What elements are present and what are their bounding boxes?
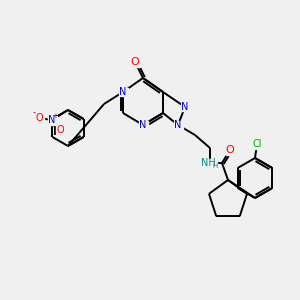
Text: O: O xyxy=(226,145,234,155)
Text: H: H xyxy=(212,163,217,169)
Text: N: N xyxy=(174,120,182,130)
Bar xyxy=(56,125,64,134)
Text: +: + xyxy=(52,113,58,119)
Bar xyxy=(251,140,263,148)
Text: O: O xyxy=(56,125,64,135)
Bar xyxy=(118,88,127,96)
Bar xyxy=(139,121,148,129)
Text: -: - xyxy=(32,109,35,118)
Text: O: O xyxy=(35,113,43,123)
Text: Cl: Cl xyxy=(252,139,262,149)
Text: N: N xyxy=(181,102,189,112)
Bar xyxy=(130,58,140,67)
Bar xyxy=(226,146,235,154)
Bar xyxy=(47,116,56,124)
Text: N: N xyxy=(48,115,56,125)
Bar xyxy=(181,103,190,111)
Text: N: N xyxy=(119,87,127,97)
Text: N: N xyxy=(139,120,147,130)
Text: NH: NH xyxy=(201,158,215,168)
Bar xyxy=(203,158,217,167)
Bar xyxy=(173,121,182,129)
Text: O: O xyxy=(130,57,140,67)
Bar xyxy=(34,113,43,122)
